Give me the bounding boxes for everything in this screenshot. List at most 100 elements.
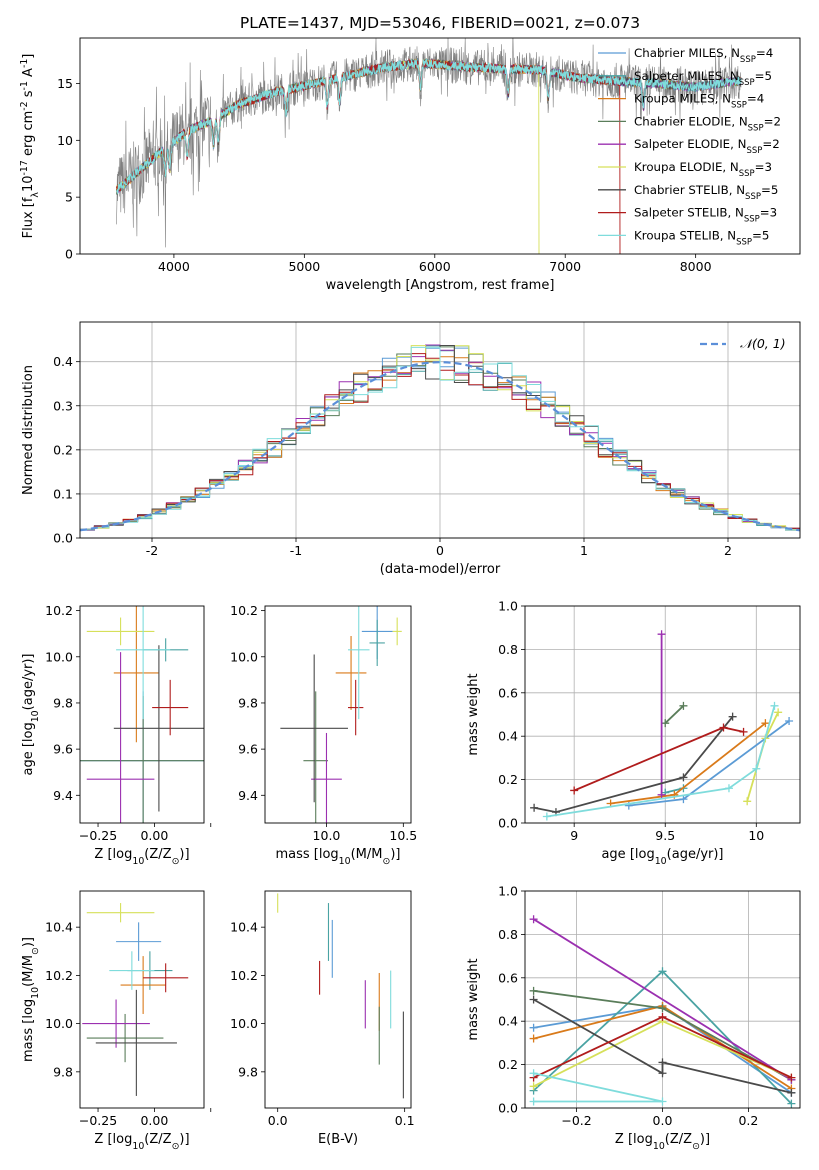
x-tick-label: 10.5: [389, 828, 417, 843]
weight-series-line: [546, 705, 776, 818]
errorbar-point: [113, 606, 159, 743]
y-axis-label: Flux [fλ​10-17​ erg cm-2​ s-1​ A-1​]: [19, 54, 41, 239]
y-tick-label: 0.0: [498, 1101, 518, 1116]
weight-marker: [530, 803, 539, 812]
weight-marker: [743, 797, 752, 806]
errorbar-point: [95, 989, 177, 1096]
errorbar-point: [335, 636, 367, 710]
x-tick-label: 0.0: [268, 1113, 288, 1128]
x-tick-label: 9: [570, 828, 578, 843]
weight-marker: [658, 967, 667, 976]
weight-marker: [774, 708, 783, 717]
x-tick-label: 7000: [549, 259, 581, 274]
frame: −0.25 0.00 9.4 9.6 9.8 10.0 10.2 Z [log10​(Z/Z⊙…: [21, 603, 212, 867]
weight-marker: [657, 790, 666, 799]
axes-frame: [264, 605, 412, 824]
weight-marker: [719, 723, 728, 732]
y-tick-label: 10.2: [230, 968, 258, 983]
panel-age-weight: 9 9.5 10 0.0 0.2 0.4 0.6 0.8 1.0 age [log10​(age/…: [466, 599, 801, 867]
weight-series-line: [533, 716, 734, 814]
errorbar-point: [113, 645, 204, 812]
legend-entry: Chabrier MILES, NSSP=4: [634, 46, 773, 65]
plot-content: [80, 606, 204, 823]
axes-frame: [264, 890, 412, 1109]
plot-area: [80, 606, 204, 823]
errorbar-point: [347, 606, 370, 720]
y-tick-label: 10.4: [230, 920, 258, 935]
y-tick-label: 10.0: [45, 649, 73, 664]
weight-marker: [658, 1069, 667, 1078]
x-tick-label: 0.2: [738, 1113, 758, 1128]
y-tick-label: 9.8: [238, 695, 258, 710]
y-tick-label: 9.4: [238, 788, 258, 803]
axes-frame: [79, 321, 801, 539]
x-tick-label: -2: [146, 543, 158, 558]
y-tick-label: 10.0: [230, 1016, 258, 1031]
y-tick-label: 0.2: [53, 442, 73, 457]
weight-marker: [785, 717, 794, 726]
y-tick-label: 10.0: [230, 649, 258, 664]
x-axis-label: Z [log10​(Z/Z⊙​)]: [94, 847, 189, 867]
x-tick-label: 10: [748, 828, 764, 843]
y-tick-label: 0.4: [498, 1014, 518, 1029]
panel-spectrum: Chabrier MILES, NSSP=4 Salpeter MILES, NS…: [19, 37, 801, 293]
x-tick-label: 8000: [680, 259, 712, 274]
weight-marker: [679, 795, 688, 804]
y-tick-label: 0.2: [498, 1057, 518, 1072]
x-tick-label: 0.00: [140, 828, 168, 843]
frame: 9 9.5 10 0.0 0.2 0.4 0.6 0.8 1.0 age [log10​(age/…: [466, 599, 801, 867]
y-tick-label: 0.8: [498, 927, 518, 942]
y-axis-label: age [log10​(age/yr)]: [21, 653, 41, 775]
plot-area: [525, 606, 800, 823]
y-tick-label: 0: [65, 247, 73, 262]
frame: 0.0 0.1 9.8 10.0 10.2 10.4 E(B-V): [230, 890, 415, 1147]
weight-marker: [787, 1088, 796, 1097]
errorbar-point: [109, 951, 155, 990]
x-tick-label: 2: [724, 543, 732, 558]
weight-marker: [787, 1099, 796, 1108]
plot-content: [82, 903, 189, 1096]
x-tick-label: 0.0: [653, 1113, 673, 1128]
legend: Chabrier MILES, NSSP=4 Salpeter MILES, NS…: [598, 46, 781, 247]
y-tick-label: 9.8: [53, 1064, 73, 1079]
legend-entry: Salpeter ELODIE, NSSP=2: [634, 137, 780, 156]
frame: −0.25 0.00 9.8 10.0 10.2 10.4 Z [log10​(Z/Z⊙​)…: [21, 890, 212, 1152]
frame: 4000 5000 6000 7000 8000 0 5 10 15 wavelength [An…: [19, 37, 801, 293]
weight-marker: [529, 1082, 538, 1091]
plot-content: [529, 915, 796, 1108]
y-tick-label: 15: [57, 76, 73, 91]
weight-marker: [679, 773, 688, 782]
y-tick-label: 9.8: [53, 695, 73, 710]
y-tick-label: 0.6: [498, 685, 518, 700]
plot-content: [280, 606, 402, 823]
x-axis-label: E(B-V): [318, 1132, 358, 1147]
x-axis-label: age [log10​(age/yr)]: [601, 847, 723, 867]
plot-area: [80, 891, 204, 1108]
plot-content: [530, 630, 794, 821]
panel-z-mass: −0.25 0.00 9.8 10.0 10.2 10.4 Z [log10​(Z/Z⊙​)…: [21, 890, 212, 1152]
weight-series-line: [533, 918, 792, 1081]
y-tick-label: 9.6: [238, 742, 258, 757]
legend-entry: Salpeter STELIB, NSSP=3: [634, 206, 777, 225]
axes-frame: [79, 37, 801, 255]
y-tick-label: 10: [57, 133, 73, 148]
x-tick-label: 9.5: [655, 828, 675, 843]
residual-histogram: [80, 346, 800, 531]
y-tick-label: 1.0: [498, 884, 518, 899]
axes-frame: [79, 605, 205, 824]
frame: -2 -1 0 1 2 0.0 0.1 0.2 0.3 0.4 (data-model)/error…: [21, 321, 801, 577]
errorbar-point: [116, 606, 171, 720]
x-tick-label: 6000: [419, 259, 451, 274]
y-tick-label: 0.4: [498, 729, 518, 744]
legend-entry: Kroupa ELODIE, NSSP=3: [634, 160, 772, 179]
weight-series-line: [533, 998, 792, 1094]
y-tick-label: 9.8: [238, 1064, 258, 1079]
weight-series-line: [664, 705, 685, 724]
y-tick-label: 9.4: [53, 788, 73, 803]
errorbar-point: [369, 619, 385, 667]
y-tick-label: 10.2: [45, 968, 73, 983]
x-axis-label: Z [log10​(Z/Z⊙​)]: [615, 1132, 710, 1152]
y-tick-label: 0.6: [498, 970, 518, 985]
weight-marker: [529, 986, 538, 995]
legend-entry: Kroupa STELIB, NSSP=5: [634, 228, 769, 247]
